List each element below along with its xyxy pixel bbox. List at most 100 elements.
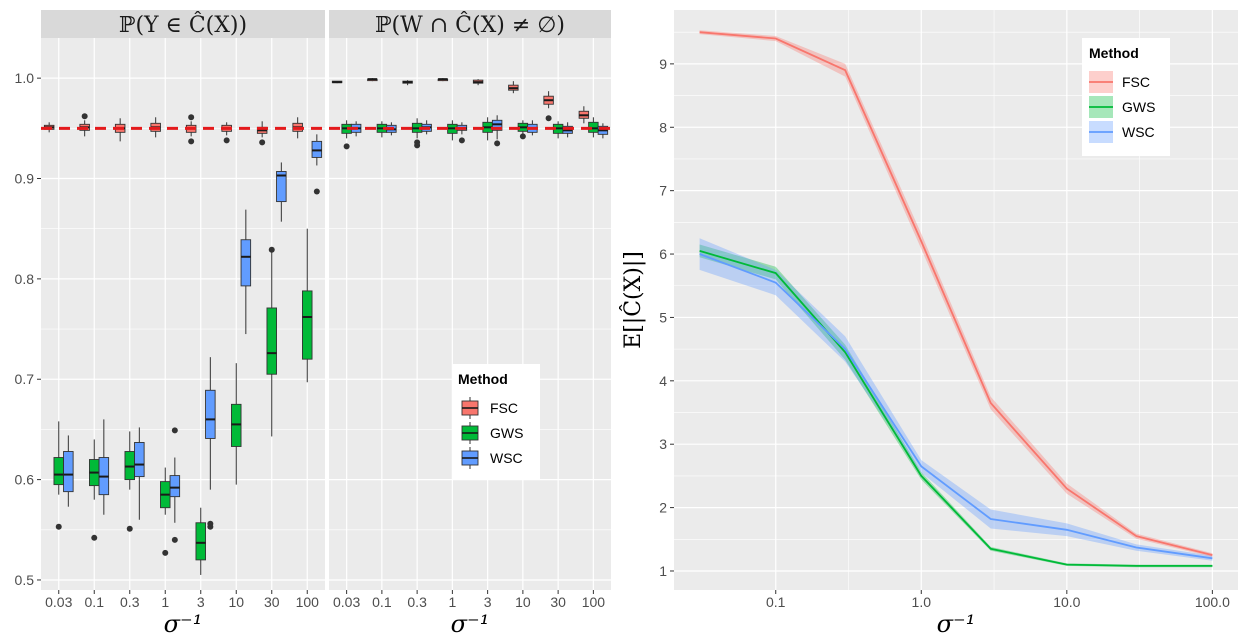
box-body	[124, 451, 135, 481]
x-tick-label: 10	[515, 594, 531, 610]
set-size-panel-y-label: E[|Ĉ(X)|]	[619, 251, 646, 349]
box-outlier	[162, 549, 169, 556]
set-size-panel-y-ticks: 1 2 3 4 5 6 7 8 9	[659, 56, 674, 579]
box-body	[205, 389, 216, 439]
y-tick-label: 0.6	[15, 472, 35, 488]
x-tick-label: 10.0	[1053, 594, 1080, 610]
y-tick-label: 8	[659, 119, 667, 135]
box-body	[276, 171, 287, 203]
line-gws	[699, 250, 1213, 567]
box-wsc	[491, 115, 503, 147]
box-wsc	[134, 427, 145, 520]
set-size-panel-lines	[699, 30, 1213, 568]
box-wsc	[169, 427, 181, 543]
legend-item-fsc: FSC	[1089, 71, 1150, 93]
box-fsc	[578, 106, 590, 124]
witness-panel-strip	[329, 10, 611, 38]
coverage-panel-grid	[41, 38, 325, 590]
legend-label: WSC	[1122, 124, 1155, 140]
box-outlier	[313, 188, 320, 195]
legend-item-wsc: WSC	[1089, 121, 1155, 143]
set-size-panel-grid	[674, 10, 1238, 590]
box-body	[63, 451, 74, 493]
box-outlier	[188, 114, 195, 121]
line-legend: Method FSC GWS WSC	[1082, 38, 1170, 156]
box-outlier	[223, 137, 230, 144]
box-gws	[53, 421, 64, 530]
legend-label: FSC	[1122, 74, 1150, 90]
box-outlier	[207, 520, 214, 527]
box-body	[311, 140, 323, 158]
y-tick-label: 2	[659, 500, 667, 516]
y-tick-label: 9	[659, 56, 667, 72]
x-tick-label: 30	[550, 594, 566, 610]
y-tick-label: 6	[659, 246, 667, 262]
box-gws	[266, 246, 277, 437]
x-tick-label: 10	[228, 594, 244, 610]
line-legend-background	[1082, 38, 1170, 156]
x-tick-label: 0.03	[45, 594, 72, 610]
box-legend: Method FSC GWS WSC	[452, 364, 540, 479]
coverage-panel-boxes	[41, 113, 325, 575]
box-outlier	[171, 536, 178, 543]
legend-item-wsc: WSC	[461, 447, 523, 469]
box-fsc	[437, 78, 449, 82]
x-tick-label: 1	[161, 594, 169, 610]
x-tick-label: 0.1	[766, 594, 786, 610]
box-fsc	[472, 79, 484, 86]
coverage-panel-strip	[41, 10, 325, 38]
set-size-panel-x-label: σ⁻¹	[937, 610, 976, 636]
y-tick-label: 0.5	[15, 572, 35, 588]
x-tick-label: 100	[296, 594, 320, 610]
box-fsc	[402, 80, 413, 86]
x-tick-label: 0.03	[333, 594, 360, 610]
witness-panel-boxes	[329, 78, 611, 150]
box-body	[53, 457, 64, 486]
box-fsc	[543, 91, 554, 122]
x-tick-label: 0.3	[120, 594, 140, 610]
box-outlier	[458, 137, 465, 144]
coverage-panel-x-ticks: 0.03 0.1 0.3 1 3 10 30 100	[45, 590, 319, 610]
x-tick-label: 0.3	[407, 594, 427, 610]
box-wsc	[205, 357, 216, 530]
box-body	[195, 522, 206, 561]
box-gws	[411, 118, 423, 149]
y-tick-label: 1.0	[15, 70, 35, 86]
legend-item-gws: GWS	[1089, 96, 1155, 118]
box-outlier	[188, 138, 195, 145]
box-legend-items: FSC GWS WSC	[461, 397, 523, 469]
box-outlier	[126, 525, 133, 532]
witness-panel-background	[329, 38, 611, 590]
box-outlier	[55, 523, 62, 530]
box-outlier	[414, 139, 421, 146]
box-outlier	[494, 140, 501, 147]
legend-label: FSC	[490, 400, 518, 416]
ribbon-wsc	[699, 238, 1213, 561]
x-tick-label: 100	[582, 594, 606, 610]
box-body	[169, 475, 181, 498]
box-wsc	[311, 134, 323, 195]
box-body	[266, 307, 277, 375]
box-gws	[195, 507, 206, 575]
line-wsc	[699, 253, 1213, 560]
legend-label: WSC	[490, 450, 523, 466]
box-body	[240, 239, 252, 287]
y-tick-label: 3	[659, 436, 667, 452]
y-tick-label: 0.9	[15, 171, 35, 187]
box-body	[231, 403, 242, 447]
ribbon-gws	[699, 244, 1213, 568]
box-wsc	[597, 123, 609, 139]
y-tick-label: 7	[659, 183, 667, 199]
box-outlier	[81, 113, 88, 120]
coverage-panel: ℙ(Y ∈ Ĉ(X)) 0.50.60.70.80.91.0 0.03 0.1 0.…	[15, 10, 325, 636]
y-tick-label: 0.8	[15, 271, 35, 287]
witness-panel-x-label: σ⁻¹	[451, 610, 490, 636]
witness-panel-title: ℙ(W ∩ Ĉ(X) ≠ ∅)	[375, 11, 565, 38]
box-body	[491, 119, 503, 131]
box-legend-title: Method	[458, 371, 508, 387]
y-tick-label: 4	[659, 373, 667, 389]
box-outlier	[91, 534, 98, 541]
coverage-panel-title: ℙ(Y ∈ Ĉ(X))	[119, 11, 247, 38]
x-tick-label: 3	[484, 594, 492, 610]
